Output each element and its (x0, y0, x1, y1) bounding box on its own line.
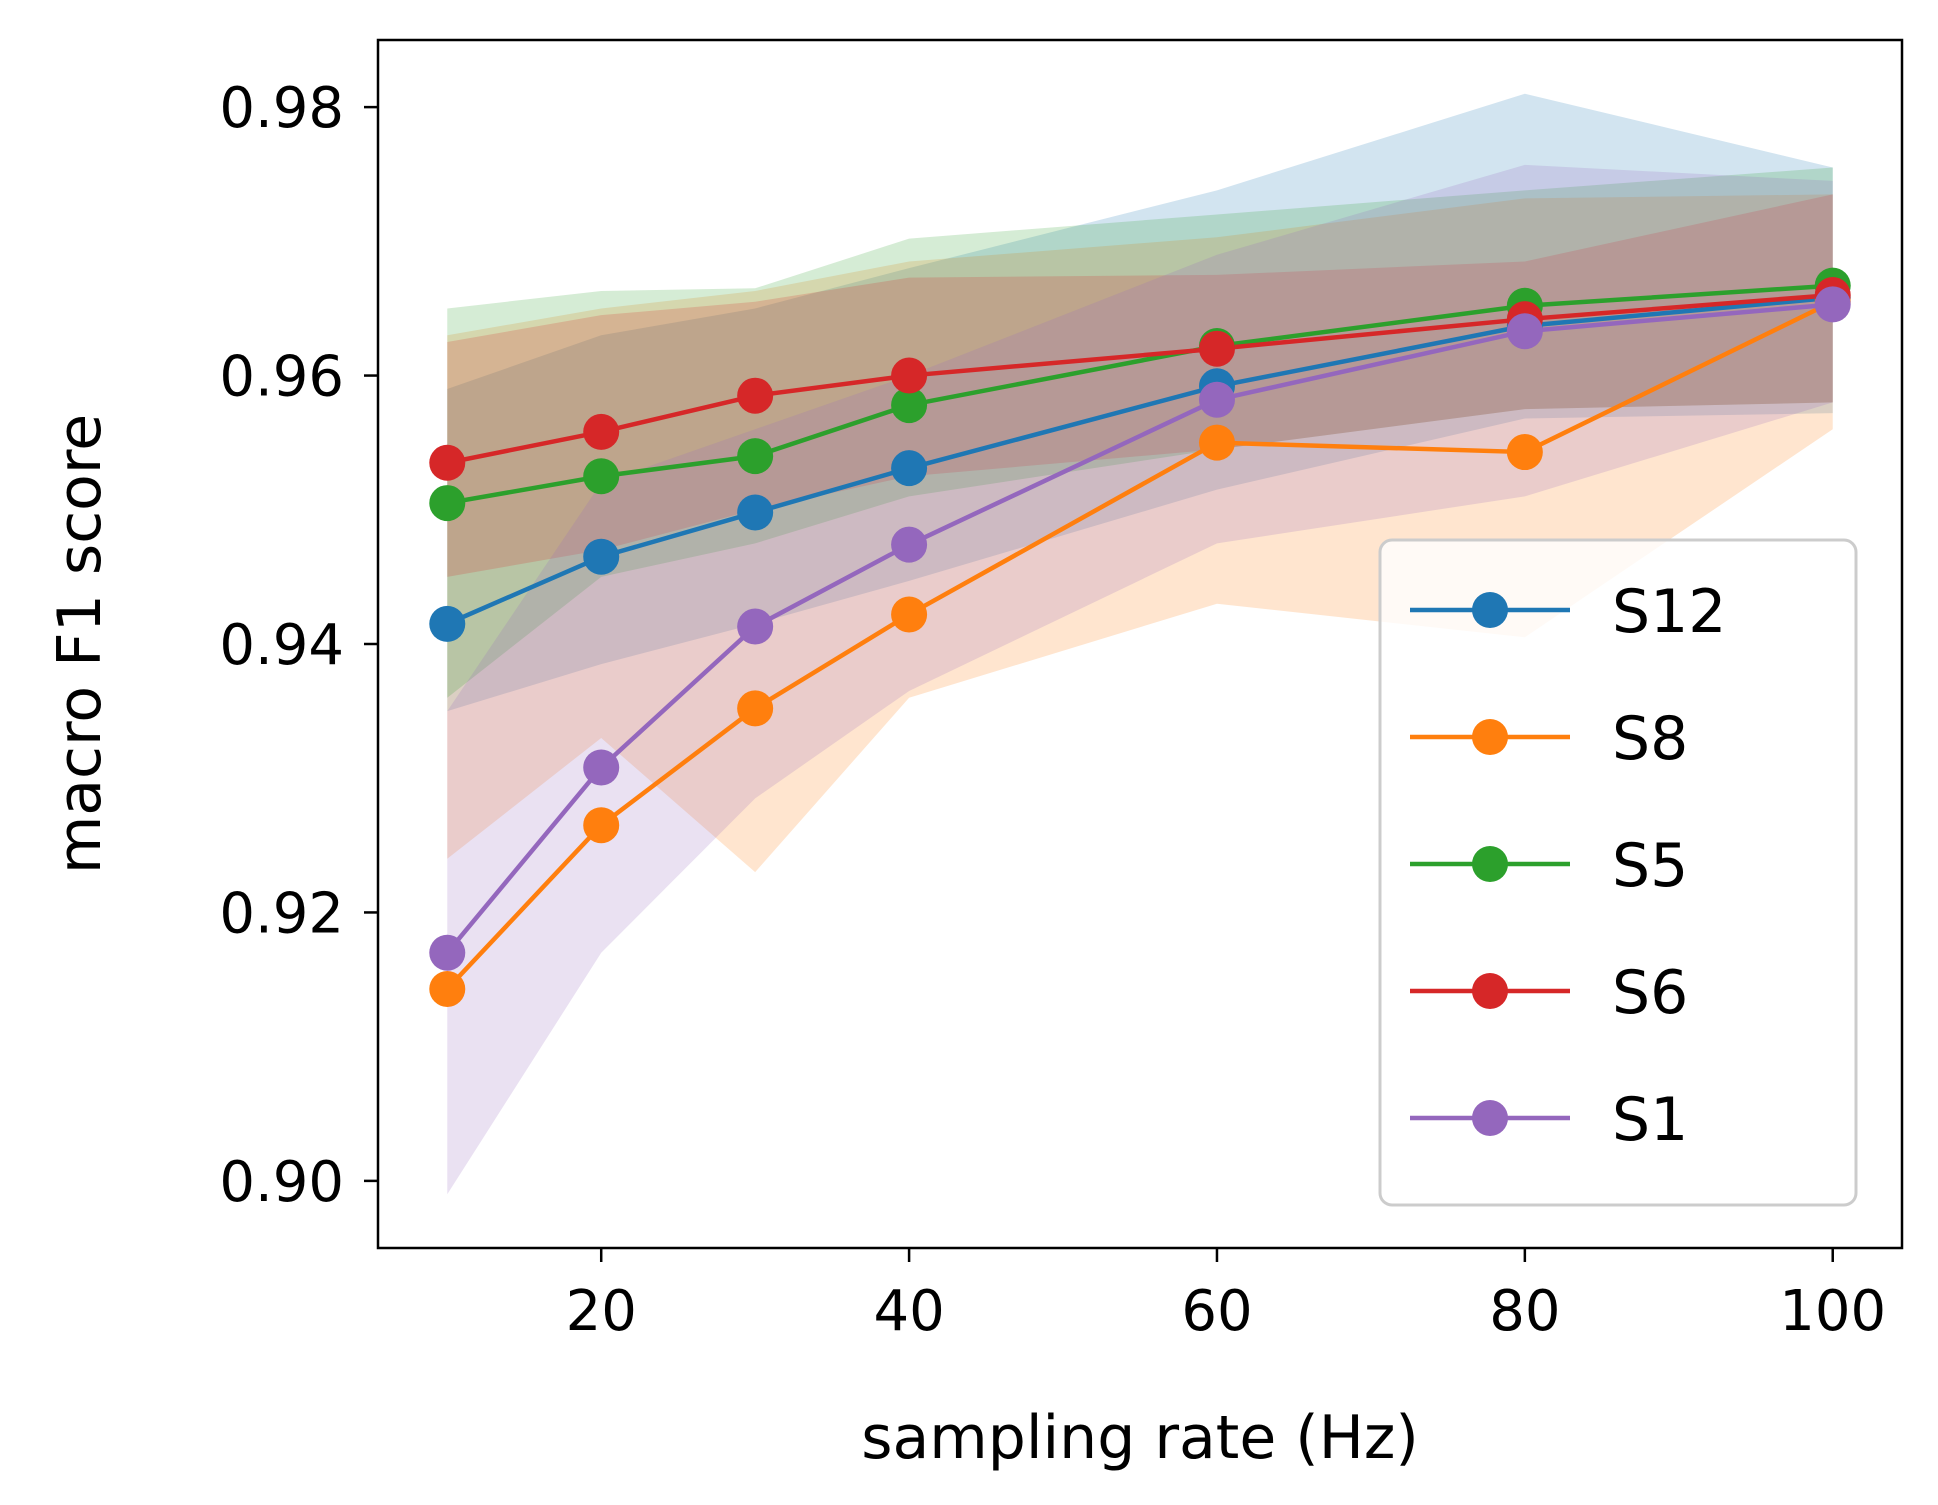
legend-entry-s8: S8 (1410, 704, 1688, 774)
point-s6-20 (583, 413, 620, 450)
legend-label-s6: S6 (1612, 958, 1688, 1028)
legend-marker-s6 (1472, 973, 1508, 1009)
legend-box (1378, 538, 1858, 1207)
band-s1 (447, 164, 1833, 1195)
x-tick-label-40: 40 (873, 1279, 944, 1344)
point-s1-80 (1506, 313, 1543, 350)
legend-marker-s1 (1472, 1100, 1508, 1136)
point-s6-60 (1198, 330, 1235, 367)
point-s5-40 (891, 387, 928, 424)
x-tick-label-20: 20 (566, 1279, 637, 1344)
legend-label-s1: S1 (1612, 1085, 1688, 1155)
legend-label-s12: S12 (1612, 577, 1726, 647)
legend-entry-s12: S12 (1410, 577, 1726, 647)
y-tick-label-0.96: 0.96 (219, 345, 344, 410)
point-s8-40 (891, 596, 928, 633)
y-tick-label-0.98: 0.98 (219, 76, 344, 141)
series-markers (429, 267, 1851, 1007)
legend-marker-s12 (1472, 592, 1508, 628)
x-axis-label: sampling rate (Hz) (861, 1403, 1418, 1473)
point-s12-40 (891, 450, 928, 487)
point-s5-20 (583, 458, 620, 495)
y-tick-label-0.94: 0.94 (219, 613, 344, 678)
band-s5 (447, 167, 1833, 698)
point-s5-10 (429, 485, 466, 522)
legend-entry-s1: S1 (1410, 1085, 1688, 1155)
legend-entry-s6: S6 (1410, 958, 1688, 1028)
band-s6 (447, 194, 1833, 577)
point-s1-10 (429, 934, 466, 971)
point-s8-10 (429, 970, 466, 1007)
point-s8-20 (583, 807, 620, 844)
point-s8-60 (1198, 424, 1235, 461)
point-s8-30 (737, 690, 774, 727)
confidence-bands (447, 93, 1833, 1195)
point-s5-30 (737, 438, 774, 475)
legend: S12 S8 S5 S6 S1 (1378, 538, 1858, 1207)
y-tick-label-0.92: 0.92 (219, 881, 344, 946)
point-s12-20 (583, 538, 620, 575)
point-s1-30 (737, 608, 774, 645)
legend-marker-s8 (1472, 719, 1508, 755)
y-axis-ticks: 0.90 0.92 0.94 0.96 0.98 (219, 76, 378, 1215)
point-s12-10 (429, 605, 466, 642)
band-s8 (447, 194, 1833, 873)
point-s1-20 (583, 749, 620, 786)
band-s12 (447, 93, 1833, 712)
y-tick-label-0.90: 0.90 (219, 1150, 344, 1215)
point-s6-10 (429, 444, 466, 481)
x-axis-ticks: 20 40 60 80 100 (566, 1248, 1886, 1344)
legend-entry-s5: S5 (1410, 831, 1688, 901)
legend-label-s8: S8 (1612, 704, 1688, 774)
point-s12-30 (737, 494, 774, 531)
x-tick-label-80: 80 (1489, 1279, 1560, 1344)
y-axis-label: macro F1 score (45, 414, 115, 874)
x-tick-label-100: 100 (1779, 1279, 1886, 1344)
legend-label-s5: S5 (1612, 831, 1688, 901)
x-tick-label-60: 60 (1181, 1279, 1252, 1344)
point-s6-30 (737, 377, 774, 414)
point-s1-100 (1814, 286, 1851, 323)
legend-marker-s5 (1472, 846, 1508, 882)
point-s8-80 (1506, 434, 1543, 471)
point-s6-40 (891, 357, 928, 394)
point-s1-40 (891, 526, 928, 563)
point-s1-60 (1198, 381, 1235, 418)
